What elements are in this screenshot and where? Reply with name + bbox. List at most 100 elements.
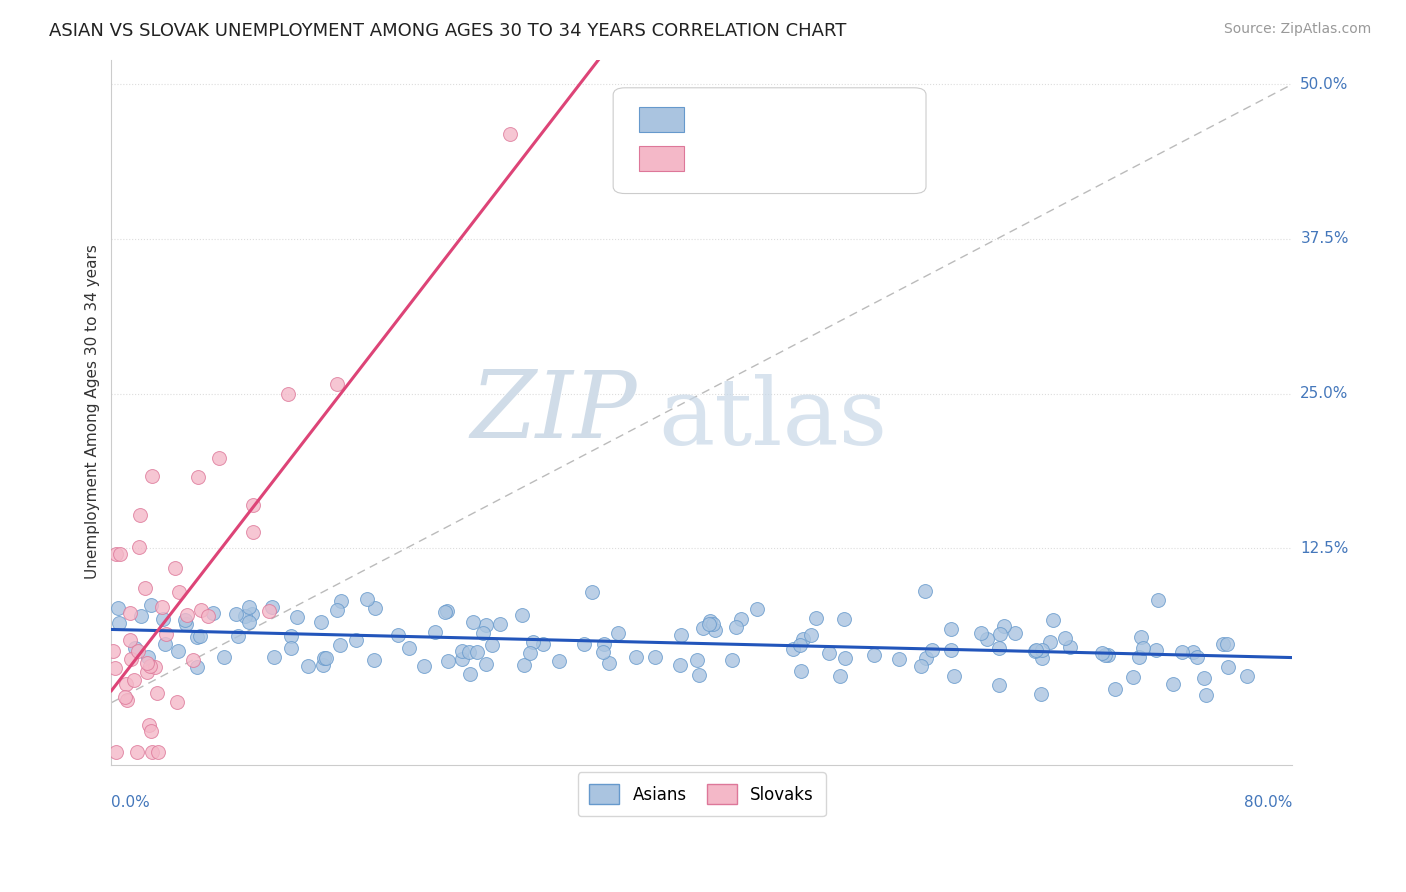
Point (1029, 687, 1052, 701)
Point (101, 644, 124, 658)
Point (141, 468, 163, 483)
Point (458, 667, 481, 681)
Point (792, 632, 814, 646)
Point (356, 592, 378, 607)
Point (1104, 682, 1126, 697)
Point (436, 604, 458, 618)
Point (592, 637, 614, 651)
Text: 0.0%: 0.0% (111, 795, 150, 810)
Point (481, 639, 503, 653)
Point (190, 603, 212, 617)
FancyBboxPatch shape (640, 107, 683, 132)
Text: Source: ZipAtlas.com: Source: ZipAtlas.com (1223, 22, 1371, 37)
Point (387, 628, 409, 642)
Point (531, 637, 554, 651)
Point (344, 632, 367, 647)
Point (115, 692, 138, 706)
Point (450, 652, 472, 666)
Point (167, 644, 190, 658)
Point (941, 622, 963, 636)
Point (987, 641, 1010, 656)
Point (104, 661, 127, 675)
Point (108, 547, 131, 561)
Text: 25.0%: 25.0% (1301, 386, 1348, 401)
Point (240, 607, 263, 622)
Y-axis label: Unemployment Among Ages 30 to 34 years: Unemployment Among Ages 30 to 34 years (86, 244, 100, 580)
Point (789, 638, 811, 652)
Text: R =  0.455   N =  44: R = 0.455 N = 44 (699, 149, 866, 168)
Point (522, 634, 544, 648)
Point (1216, 637, 1239, 651)
Point (107, 600, 129, 615)
Point (598, 656, 620, 670)
Point (141, 724, 163, 739)
Point (463, 615, 485, 629)
Point (1195, 688, 1218, 702)
Point (138, 717, 160, 731)
Point (129, 608, 152, 623)
Point (364, 601, 387, 615)
Point (309, 615, 332, 629)
Point (914, 583, 936, 598)
Point (167, 584, 190, 599)
Point (1236, 668, 1258, 682)
Point (1025, 643, 1047, 657)
Text: 37.5%: 37.5% (1301, 231, 1348, 246)
FancyBboxPatch shape (613, 87, 927, 194)
Point (592, 645, 614, 659)
Point (141, 745, 163, 759)
Point (499, 127, 522, 141)
Point (242, 498, 264, 512)
Point (163, 560, 186, 574)
Point (1024, 644, 1046, 658)
Point (1161, 677, 1184, 691)
Point (139, 598, 162, 612)
Text: R = -0.240   N = 139: R = -0.240 N = 139 (699, 111, 872, 128)
Point (887, 652, 910, 666)
Point (1192, 671, 1215, 685)
Text: 50.0%: 50.0% (1301, 77, 1348, 92)
Point (114, 676, 136, 690)
Point (127, 745, 149, 759)
Point (547, 654, 569, 668)
Point (834, 650, 856, 665)
Point (225, 607, 247, 621)
Point (1031, 650, 1053, 665)
Point (136, 656, 159, 670)
Point (146, 685, 169, 699)
Point (122, 673, 145, 687)
Point (226, 628, 249, 642)
Point (1097, 648, 1119, 663)
Point (1004, 626, 1026, 640)
Point (725, 620, 748, 634)
Point (747, 602, 769, 616)
Point (702, 616, 724, 631)
Point (789, 664, 811, 678)
Point (136, 665, 159, 679)
Point (1181, 645, 1204, 659)
Point (730, 612, 752, 626)
Point (1216, 660, 1239, 674)
Point (830, 668, 852, 682)
Point (1039, 635, 1062, 649)
Point (1130, 631, 1153, 645)
Point (238, 615, 260, 629)
Point (433, 605, 456, 619)
Point (174, 617, 197, 632)
Text: 80.0%: 80.0% (1244, 795, 1292, 810)
Point (782, 641, 804, 656)
Point (1185, 650, 1208, 665)
Point (513, 657, 536, 672)
Point (314, 651, 336, 665)
Point (280, 629, 302, 643)
Point (1212, 637, 1234, 651)
Point (297, 659, 319, 673)
Point (202, 607, 225, 621)
Point (988, 677, 1011, 691)
Point (467, 644, 489, 658)
Point (1147, 593, 1170, 607)
Point (127, 643, 149, 657)
Text: 12.5%: 12.5% (1301, 541, 1348, 556)
Point (671, 628, 693, 642)
Point (1054, 631, 1077, 645)
